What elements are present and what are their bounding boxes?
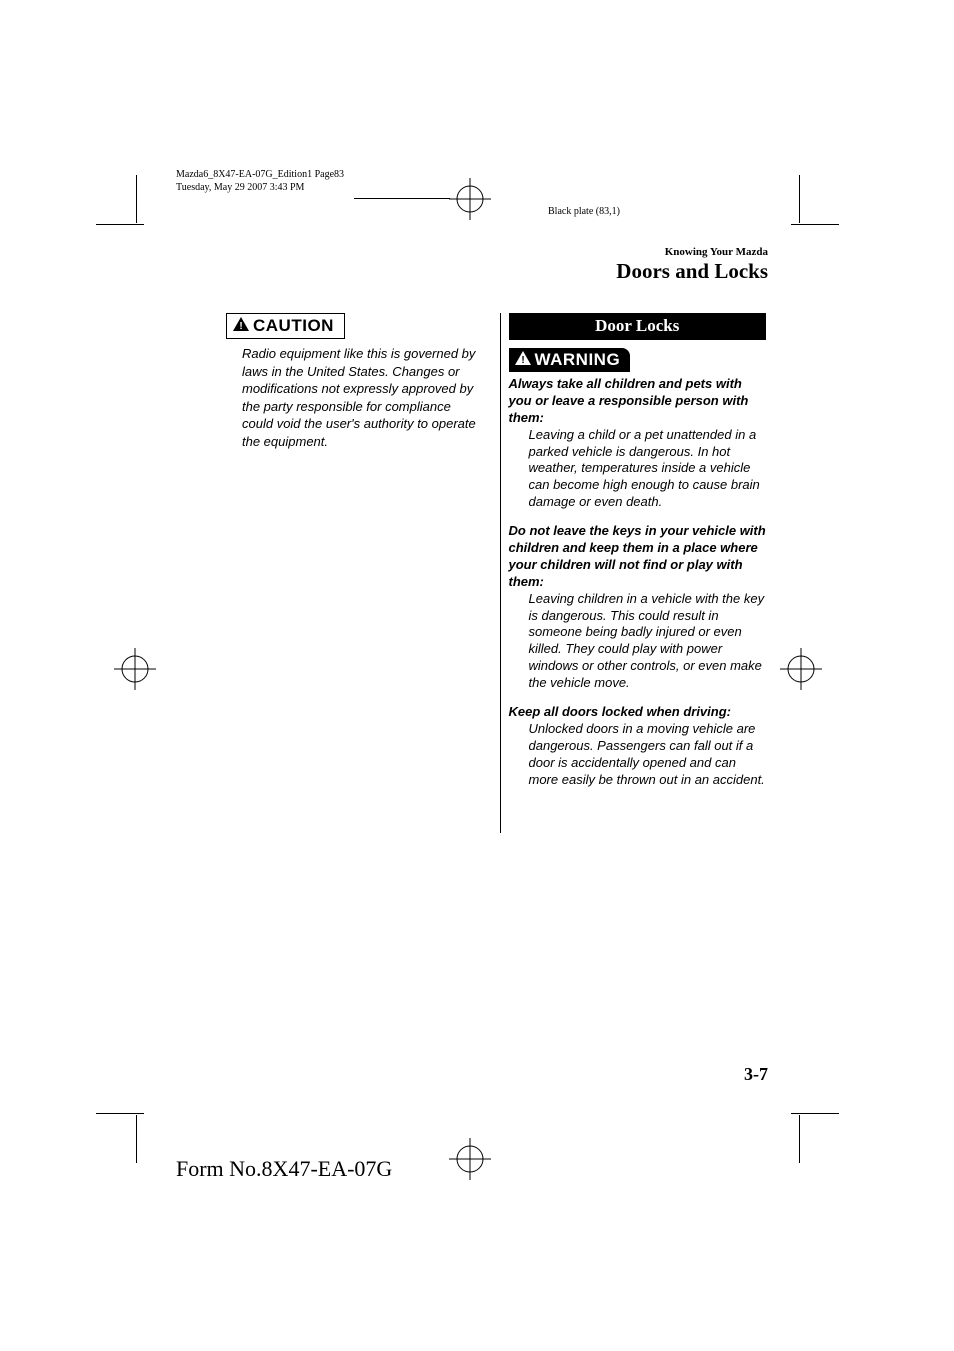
- warning-triangle-icon: !: [515, 351, 531, 370]
- crosshair-icon: [114, 648, 156, 690]
- crop-mark: [96, 1113, 144, 1114]
- warning-block: Keep all doors locked when driving: Unlo…: [509, 704, 767, 788]
- warning-box: ! WARNING: [509, 348, 631, 372]
- black-plate-label: Black plate (83,1): [548, 206, 620, 217]
- warning-body: Unlocked doors in a moving vehicle are d…: [509, 721, 767, 789]
- breadcrumb-section: Knowing Your Mazda: [616, 246, 768, 259]
- warning-heading: Always take all children and pets with y…: [509, 376, 767, 427]
- warning-body: Leaving children in a vehicle with the k…: [509, 591, 767, 692]
- right-column: Door Locks ! WARNING Always take all chi…: [505, 313, 771, 833]
- crop-mark: [136, 1115, 137, 1163]
- left-column: ! CAUTION Radio equipment like this is g…: [222, 313, 488, 833]
- meta-line1: Mazda6_8X47-EA-07G_Edition1 Page83: [176, 168, 344, 181]
- warning-label: WARNING: [535, 350, 621, 370]
- crop-mark: [791, 224, 839, 225]
- svg-text:!: !: [239, 321, 242, 331]
- crop-mark: [96, 224, 144, 225]
- crop-mark: [791, 1113, 839, 1114]
- crosshair-icon: [780, 648, 822, 690]
- svg-text:!: !: [521, 355, 524, 365]
- warning-heading: Do not leave the keys in your vehicle wi…: [509, 523, 767, 591]
- warning-heading: Keep all doors locked when driving:: [509, 704, 767, 721]
- section-header: Door Locks: [509, 313, 767, 340]
- caution-text: Radio equipment like this is governed by…: [226, 345, 484, 450]
- crop-mark: [799, 1115, 800, 1163]
- header-meta: Mazda6_8X47-EA-07G_Edition1 Page83 Tuesd…: [176, 168, 344, 194]
- caution-box: ! CAUTION: [226, 313, 345, 339]
- warning-block: Always take all children and pets with y…: [509, 376, 767, 511]
- warning-triangle-icon: !: [233, 317, 249, 336]
- crosshair-icon: [449, 1138, 491, 1180]
- crop-mark: [354, 198, 450, 199]
- page-number: 3-7: [744, 1064, 768, 1085]
- page-title: Doors and Locks: [616, 259, 768, 284]
- caution-label: CAUTION: [253, 316, 334, 336]
- crop-mark: [799, 175, 800, 223]
- meta-line2: Tuesday, May 29 2007 3:43 PM: [176, 181, 344, 194]
- crosshair-icon: [449, 178, 491, 220]
- column-divider: [500, 313, 501, 833]
- warning-body: Leaving a child or a pet unattended in a…: [509, 427, 767, 511]
- warning-block: Do not leave the keys in your vehicle wi…: [509, 523, 767, 692]
- form-number: Form No.8X47-EA-07G: [176, 1156, 392, 1182]
- breadcrumb: Knowing Your Mazda Doors and Locks: [616, 246, 768, 284]
- crop-mark: [136, 175, 137, 223]
- content-area: ! CAUTION Radio equipment like this is g…: [222, 313, 770, 833]
